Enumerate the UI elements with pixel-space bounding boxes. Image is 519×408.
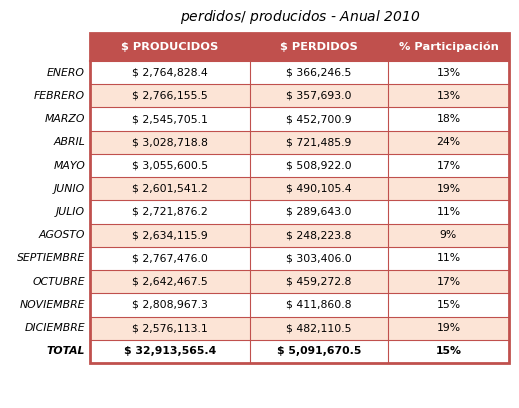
Bar [90, 154, 250, 177]
Bar [90, 293, 250, 317]
Text: $ 366,246.5: $ 366,246.5 [286, 68, 352, 78]
Text: SEPTIEMBRE: SEPTIEMBRE [17, 253, 85, 264]
Text: $ 2,601,541.2: $ 2,601,541.2 [132, 184, 208, 194]
Text: JULIO: JULIO [56, 207, 85, 217]
Bar [250, 33, 388, 61]
Bar [250, 200, 388, 224]
Text: MAYO: MAYO [53, 160, 85, 171]
Text: $ 490,105.4: $ 490,105.4 [286, 184, 352, 194]
Text: $ 482,110.5: $ 482,110.5 [286, 323, 352, 333]
Bar [90, 177, 250, 200]
Bar [250, 154, 388, 177]
Bar [250, 61, 388, 84]
Bar [250, 270, 388, 293]
Text: JUNIO: JUNIO [54, 184, 85, 194]
Text: $ 2,576,113.1: $ 2,576,113.1 [132, 323, 208, 333]
Bar [90, 224, 250, 247]
Text: 19%: 19% [436, 184, 460, 194]
Text: $ 459,272.8: $ 459,272.8 [286, 277, 352, 287]
Text: $ 2,642,467.5: $ 2,642,467.5 [132, 277, 208, 287]
Bar [388, 154, 509, 177]
Text: $ PERDIDOS: $ PERDIDOS [280, 42, 358, 52]
Text: $ 289,643.0: $ 289,643.0 [286, 207, 352, 217]
Text: $ 3,028,718.8: $ 3,028,718.8 [132, 137, 208, 147]
Bar [250, 340, 388, 363]
Text: 9%: 9% [440, 230, 457, 240]
Text: $ 2,808,967.3: $ 2,808,967.3 [132, 300, 208, 310]
Text: MARZO: MARZO [45, 114, 85, 124]
Bar [90, 247, 250, 270]
Bar [250, 317, 388, 340]
Text: 11%: 11% [436, 253, 460, 264]
Text: $ 2,634,115.9: $ 2,634,115.9 [132, 230, 208, 240]
Text: $ 5,091,670.5: $ 5,091,670.5 [277, 346, 361, 356]
Bar [90, 340, 250, 363]
Text: 13%: 13% [436, 68, 460, 78]
Text: $ 2,764,828.4: $ 2,764,828.4 [132, 68, 208, 78]
Bar [250, 293, 388, 317]
Text: $ 32,913,565.4: $ 32,913,565.4 [124, 346, 216, 356]
Text: $ 357,693.0: $ 357,693.0 [286, 91, 352, 101]
Text: $ 508,922.0: $ 508,922.0 [286, 160, 352, 171]
Text: NOVIEMBRE: NOVIEMBRE [20, 300, 85, 310]
Text: 19%: 19% [436, 323, 460, 333]
Text: $ 2,767,476.0: $ 2,767,476.0 [132, 253, 208, 264]
Text: OCTUBRE: OCTUBRE [32, 277, 85, 287]
Bar [388, 247, 509, 270]
Bar [250, 177, 388, 200]
Text: $ PRODUCIDOS: $ PRODUCIDOS [121, 42, 218, 52]
Text: $ 303,406.0: $ 303,406.0 [286, 253, 352, 264]
Bar [388, 317, 509, 340]
Bar [90, 131, 250, 154]
Bar [388, 61, 509, 84]
Bar [388, 107, 509, 131]
Text: $ perdidos/ $ producidos - Anual 2010: $ perdidos/ $ producidos - Anual 2010 [180, 8, 420, 26]
Bar [250, 224, 388, 247]
Bar [250, 131, 388, 154]
Bar [388, 293, 509, 317]
Text: $ 2,545,705.1: $ 2,545,705.1 [132, 114, 208, 124]
Bar [250, 107, 388, 131]
Text: 11%: 11% [436, 207, 460, 217]
Bar [90, 200, 250, 224]
Text: AGOSTO: AGOSTO [38, 230, 85, 240]
Text: 18%: 18% [436, 114, 460, 124]
Bar [388, 200, 509, 224]
Bar [90, 317, 250, 340]
Bar [90, 84, 250, 107]
Text: DICIEMBRE: DICIEMBRE [24, 323, 85, 333]
Text: 15%: 15% [435, 346, 461, 356]
Bar [388, 33, 509, 61]
Bar [388, 224, 509, 247]
Text: $ 248,223.8: $ 248,223.8 [286, 230, 352, 240]
Text: $ 411,860.8: $ 411,860.8 [286, 300, 352, 310]
Bar [388, 270, 509, 293]
Text: $ 2,721,876.2: $ 2,721,876.2 [132, 207, 208, 217]
Bar [388, 340, 509, 363]
Bar [388, 177, 509, 200]
Text: 24%: 24% [436, 137, 460, 147]
Text: $ 2,766,155.5: $ 2,766,155.5 [132, 91, 208, 101]
Bar [250, 247, 388, 270]
Bar [90, 33, 250, 61]
Bar [388, 84, 509, 107]
Text: TOTAL: TOTAL [47, 346, 85, 356]
Text: % Participación: % Participación [399, 42, 498, 52]
Text: 17%: 17% [436, 160, 460, 171]
Text: ENERO: ENERO [47, 68, 85, 78]
Text: FEBRERO: FEBRERO [34, 91, 85, 101]
Text: $ 3,055,600.5: $ 3,055,600.5 [132, 160, 208, 171]
Bar [90, 270, 250, 293]
Text: ABRIL: ABRIL [53, 137, 85, 147]
Text: 17%: 17% [436, 277, 460, 287]
Bar [388, 131, 509, 154]
Text: 13%: 13% [436, 91, 460, 101]
Bar [90, 61, 250, 84]
Text: 15%: 15% [436, 300, 460, 310]
Text: $ 721,485.9: $ 721,485.9 [286, 137, 352, 147]
Bar [250, 84, 388, 107]
Bar [90, 107, 250, 131]
Bar [90, 33, 509, 363]
Text: $ 452,700.9: $ 452,700.9 [286, 114, 352, 124]
